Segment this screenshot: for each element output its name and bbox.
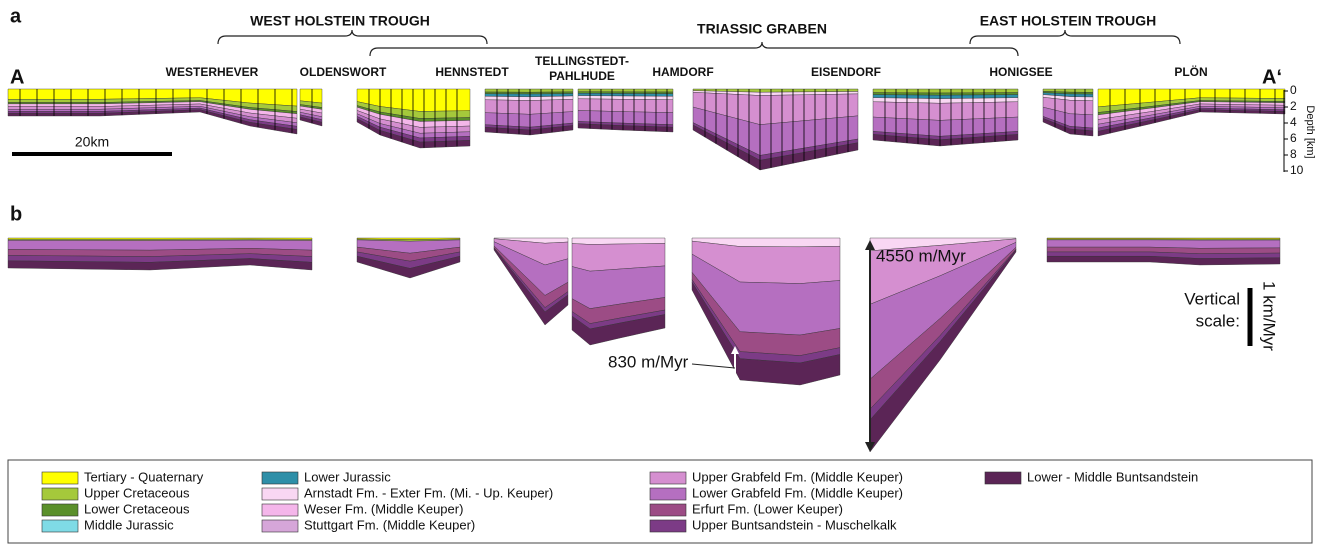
depth-tick-label: 10 bbox=[1290, 163, 1304, 177]
layer bbox=[485, 99, 573, 114]
leader-line bbox=[692, 364, 735, 368]
scale-title: scale: bbox=[1196, 311, 1240, 330]
scale-unit: 1 km/Myr bbox=[1260, 281, 1279, 351]
group-label: EAST HOLSTEIN TROUGH bbox=[980, 13, 1157, 29]
layer bbox=[578, 99, 673, 113]
legend-swatch bbox=[262, 472, 298, 484]
layer bbox=[873, 102, 1018, 121]
location: PAHLHUDE bbox=[549, 69, 615, 83]
depth-tick-label: 6 bbox=[1290, 131, 1297, 145]
group-label: TRIASSIC GRABEN bbox=[697, 21, 827, 37]
panel-label: b bbox=[10, 203, 22, 225]
location: OLDENSWORT bbox=[300, 65, 387, 79]
legend-swatch bbox=[650, 504, 686, 516]
legend-label: Middle Jurassic bbox=[84, 517, 174, 532]
location: TELLINGSTEDT- bbox=[535, 54, 629, 68]
layer bbox=[873, 89, 1018, 93]
depth-axis-title: Depth [km] bbox=[1304, 105, 1316, 158]
legend-label: Weser Fm. (Middle Keuper) bbox=[304, 501, 463, 516]
scale-bar-label: 20km bbox=[75, 134, 109, 150]
legend-label: Erfurt Fm. (Lower Keuper) bbox=[692, 501, 843, 516]
legend-swatch bbox=[42, 504, 78, 516]
legend-label: Lower Grabfeld Fm. (Middle Keuper) bbox=[692, 485, 903, 500]
legend-swatch bbox=[650, 520, 686, 532]
annotation: 4550 m/Myr bbox=[876, 246, 966, 265]
annotation: 830 m/Myr bbox=[608, 352, 689, 371]
scale-title: Vertical bbox=[1184, 289, 1240, 308]
profile-end: A bbox=[10, 66, 24, 88]
legend-label: Lower - Middle Buntsandstein bbox=[1027, 469, 1198, 484]
legend-swatch bbox=[650, 488, 686, 500]
group-label: WEST HOLSTEIN TROUGH bbox=[250, 13, 430, 29]
legend-swatch bbox=[262, 488, 298, 500]
layer bbox=[485, 89, 573, 92]
legend-swatch bbox=[262, 520, 298, 532]
legend-label: Upper Grabfeld Fm. (Middle Keuper) bbox=[692, 469, 903, 484]
legend-label: Lower Cretaceous bbox=[84, 501, 190, 516]
depth-axis: 0 2 4 6 8 10 bbox=[1284, 83, 1304, 177]
depth-tick-label: 4 bbox=[1290, 115, 1297, 129]
depth-tick-label: 0 bbox=[1290, 83, 1297, 97]
location: EISENDORF bbox=[811, 65, 881, 79]
legend-swatch bbox=[42, 472, 78, 484]
location: HENNSTEDT bbox=[435, 65, 509, 79]
legend-label: Lower Jurassic bbox=[304, 469, 391, 484]
legend-swatch bbox=[650, 472, 686, 484]
location: HONIGSEE bbox=[989, 65, 1052, 79]
figure: a WEST HOLSTEIN TROUGH TRIASSIC GRABEN E… bbox=[0, 0, 1320, 545]
panel-label: a bbox=[10, 5, 22, 27]
location: WESTERHEVER bbox=[166, 65, 259, 79]
legend-label: Stuttgart Fm. (Middle Keuper) bbox=[304, 517, 475, 532]
depth-tick-label: 2 bbox=[1290, 99, 1297, 113]
legend-swatch bbox=[985, 472, 1021, 484]
legend-label: Tertiary - Quaternary bbox=[84, 469, 204, 484]
legend-swatch bbox=[262, 504, 298, 516]
legend-label: Upper Cretaceous bbox=[84, 485, 190, 500]
legend-swatch bbox=[42, 520, 78, 532]
legend-label: Arnstadt Fm. - Exter Fm. (Mi. - Up. Keup… bbox=[304, 485, 553, 500]
profile-end: A‘ bbox=[1262, 66, 1282, 88]
layer bbox=[578, 89, 673, 92]
legend-swatch bbox=[42, 488, 78, 500]
sections bbox=[8, 89, 1285, 452]
depth-tick-label: 8 bbox=[1290, 147, 1297, 161]
location: HAMDORF bbox=[652, 65, 713, 79]
legend-label: Upper Buntsandstein - Muschelkalk bbox=[692, 517, 897, 532]
location: PLÖN bbox=[1174, 64, 1207, 79]
